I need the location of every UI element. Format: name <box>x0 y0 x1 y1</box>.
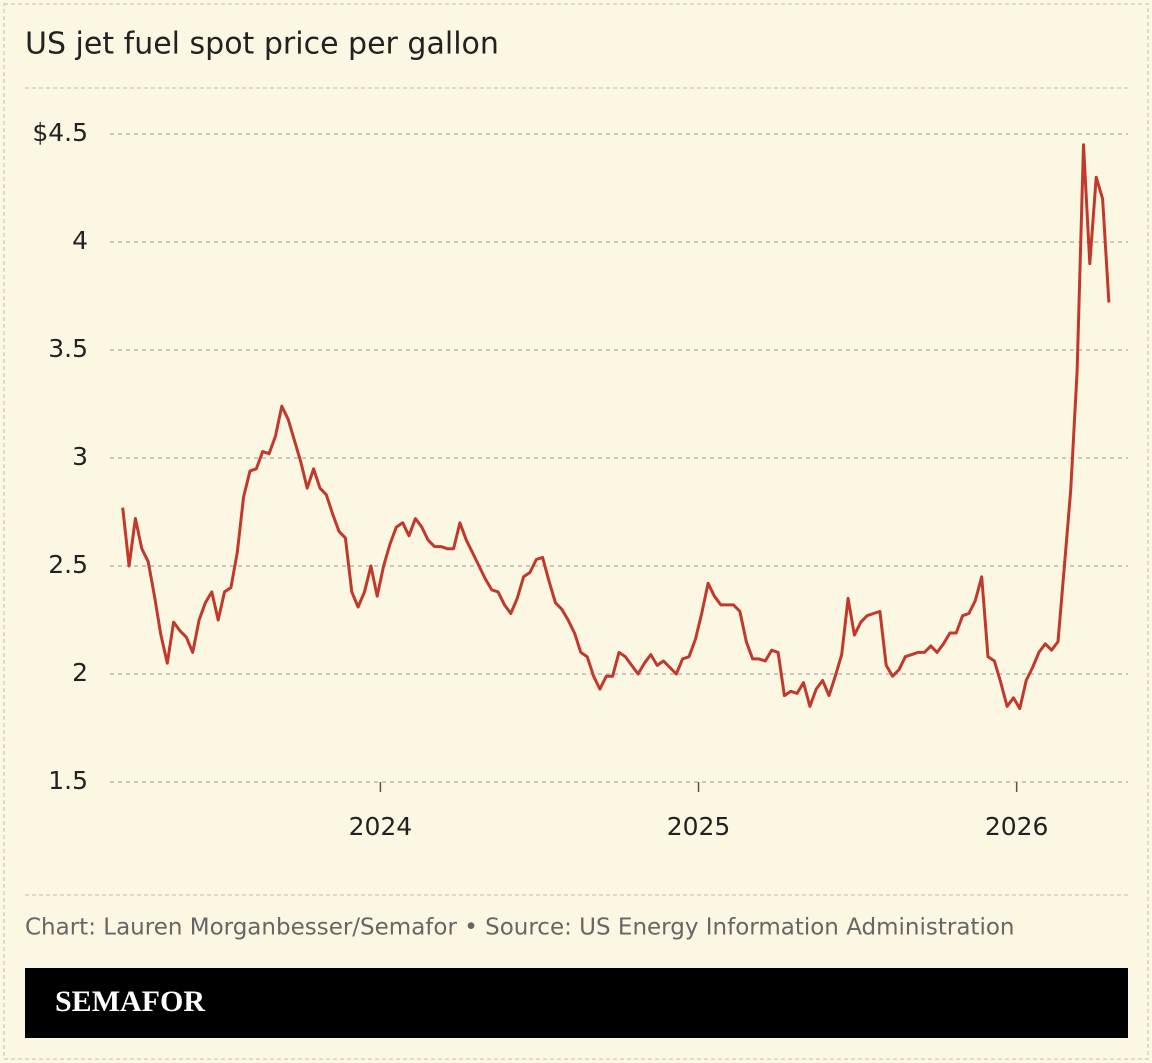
source-note: Chart: Lauren Morganbesser/Semafor • Sou… <box>25 915 1015 941</box>
y-tick-label: 3 <box>72 442 88 471</box>
y-tick-label: 2 <box>72 658 88 687</box>
y-tick-label: 1.5 <box>48 766 88 795</box>
y-tick-label: 3.5 <box>48 334 88 363</box>
chart-title: US jet fuel spot price per gallon <box>25 27 499 62</box>
y-tick-label: 2.5 <box>48 550 88 579</box>
x-tick-label: 2025 <box>667 812 731 841</box>
brand-bar <box>25 968 1128 1038</box>
y-tick-label: $4.5 <box>32 118 88 147</box>
price-line <box>121 143 1111 711</box>
x-tick-label: 2026 <box>985 812 1049 841</box>
x-tick-label: 2024 <box>349 812 413 841</box>
brand-logo: SEMAFOR <box>55 985 205 1018</box>
y-tick-label: 4 <box>72 226 88 255</box>
